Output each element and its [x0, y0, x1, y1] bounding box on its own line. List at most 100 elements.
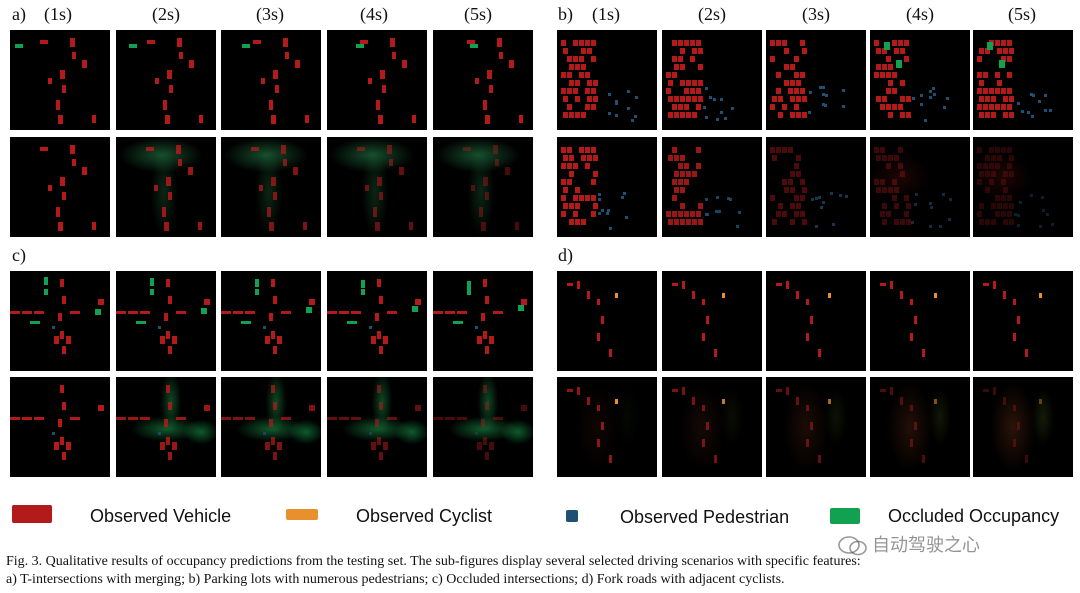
- vehicle-mark: [880, 389, 886, 392]
- occluded-mark: [44, 277, 48, 285]
- tile-c-predicted-4: [327, 377, 427, 477]
- vehicle-mark: [886, 163, 891, 169]
- vehicle-mark: [383, 442, 388, 450]
- vehicle-mark: [979, 96, 984, 102]
- pedestrian-mark: [631, 118, 635, 122]
- legend-swatch-vehicle: [12, 505, 52, 523]
- pedestrian-mark: [1018, 201, 1022, 205]
- vehicle-mark: [327, 311, 337, 314]
- vehicle-mark: [271, 115, 276, 124]
- occluded-mark: [347, 321, 357, 324]
- vehicle-mark: [177, 38, 182, 47]
- cyclist-mark: [722, 293, 725, 298]
- vehicle-mark: [684, 163, 689, 169]
- vehicle-mark: [802, 112, 807, 118]
- vehicle-mark: [900, 291, 903, 299]
- tile-c-observed-2: [116, 271, 216, 371]
- vehicle-mark: [672, 40, 677, 46]
- vehicle-mark: [906, 112, 911, 118]
- vehicle-mark: [686, 171, 691, 177]
- vehicle-mark: [678, 104, 683, 110]
- vehicle-mark: [796, 171, 801, 177]
- vehicle-mark: [62, 346, 66, 354]
- vehicle-mark: [882, 96, 887, 102]
- vehicle-mark: [692, 171, 697, 177]
- vehicle-mark: [696, 147, 701, 153]
- vehicle-mark: [794, 56, 799, 62]
- vehicle-mark: [1009, 48, 1014, 54]
- pedestrian-mark: [941, 192, 945, 196]
- vehicle-mark: [471, 185, 475, 191]
- vehicle-mark: [351, 417, 361, 420]
- vehicle-mark: [714, 349, 717, 357]
- vehicle-mark: [876, 187, 881, 193]
- vehicle-mark: [581, 48, 586, 54]
- vehicle-mark: [371, 336, 376, 344]
- pedestrian-mark: [913, 203, 917, 207]
- vehicle-mark: [271, 279, 275, 287]
- vehicle-mark: [62, 85, 66, 93]
- pedestrian-mark: [158, 326, 161, 329]
- vehicle-mark: [271, 177, 276, 186]
- vehicle-mark: [680, 112, 685, 118]
- pedestrian-mark: [808, 110, 812, 114]
- vehicle-mark: [375, 313, 379, 321]
- vehicle-mark: [770, 104, 775, 110]
- occluded-mark: [201, 308, 207, 314]
- vehicle-mark: [273, 192, 277, 200]
- vehicle-mark: [597, 405, 600, 411]
- pedestrian-mark: [635, 96, 639, 100]
- vehicle-mark: [58, 222, 63, 231]
- vehicle-mark: [684, 40, 689, 46]
- vehicle-mark: [983, 72, 988, 78]
- vehicle-mark: [493, 311, 503, 314]
- vehicle-mark: [587, 397, 590, 405]
- vehicle-mark: [985, 96, 990, 102]
- vehicle-mark: [92, 222, 96, 230]
- tile-d-observed-3: [766, 271, 866, 371]
- vehicle-mark: [674, 112, 679, 118]
- vehicle-mark: [985, 219, 990, 225]
- pedestrian-mark: [912, 97, 916, 101]
- vehicle-mark: [273, 296, 277, 304]
- vehicle-mark: [585, 147, 590, 153]
- occluded-mark: [255, 289, 259, 295]
- time-label-b-1: (1s): [592, 4, 620, 24]
- vehicle-mark: [467, 40, 475, 44]
- tile-a-predicted-2: [116, 137, 216, 237]
- vehicle-mark: [776, 147, 781, 153]
- vehicle-mark: [1025, 349, 1028, 357]
- pedestrian-mark: [911, 221, 915, 225]
- vehicle-mark: [1001, 56, 1006, 62]
- pedestrian-mark: [919, 103, 923, 107]
- pedestrian-mark: [822, 92, 826, 96]
- vehicle-mark: [579, 72, 584, 78]
- vehicle-mark: [1007, 211, 1012, 217]
- vehicle-mark: [692, 397, 695, 405]
- vehicle-mark: [794, 163, 799, 169]
- pedestrian-mark: [723, 116, 727, 120]
- vehicle-mark: [166, 177, 171, 186]
- vehicle-mark: [283, 38, 288, 47]
- vehicle-mark: [993, 387, 996, 395]
- pedestrian-mark: [1031, 115, 1035, 119]
- vehicle-mark: [876, 64, 881, 70]
- vehicle-mark: [351, 311, 361, 314]
- vehicle-mark: [678, 179, 683, 185]
- vehicle-mark: [776, 211, 781, 217]
- vehicle-mark: [776, 389, 782, 392]
- vehicle-mark: [283, 159, 287, 166]
- pedestrian-mark: [929, 95, 933, 99]
- vehicle-mark: [894, 187, 899, 193]
- vehicle-mark: [573, 195, 578, 201]
- tile-c-observed-1: [10, 271, 110, 371]
- vehicle-mark: [70, 145, 75, 154]
- vehicle-mark: [277, 442, 282, 450]
- vehicle-mark: [702, 439, 705, 447]
- vehicle-mark: [154, 185, 158, 191]
- vehicle-mark: [888, 112, 893, 118]
- cyclist-mark: [722, 399, 725, 404]
- vehicle-mark: [179, 52, 183, 59]
- vehicle-mark: [977, 147, 982, 153]
- vehicle-mark: [563, 112, 568, 118]
